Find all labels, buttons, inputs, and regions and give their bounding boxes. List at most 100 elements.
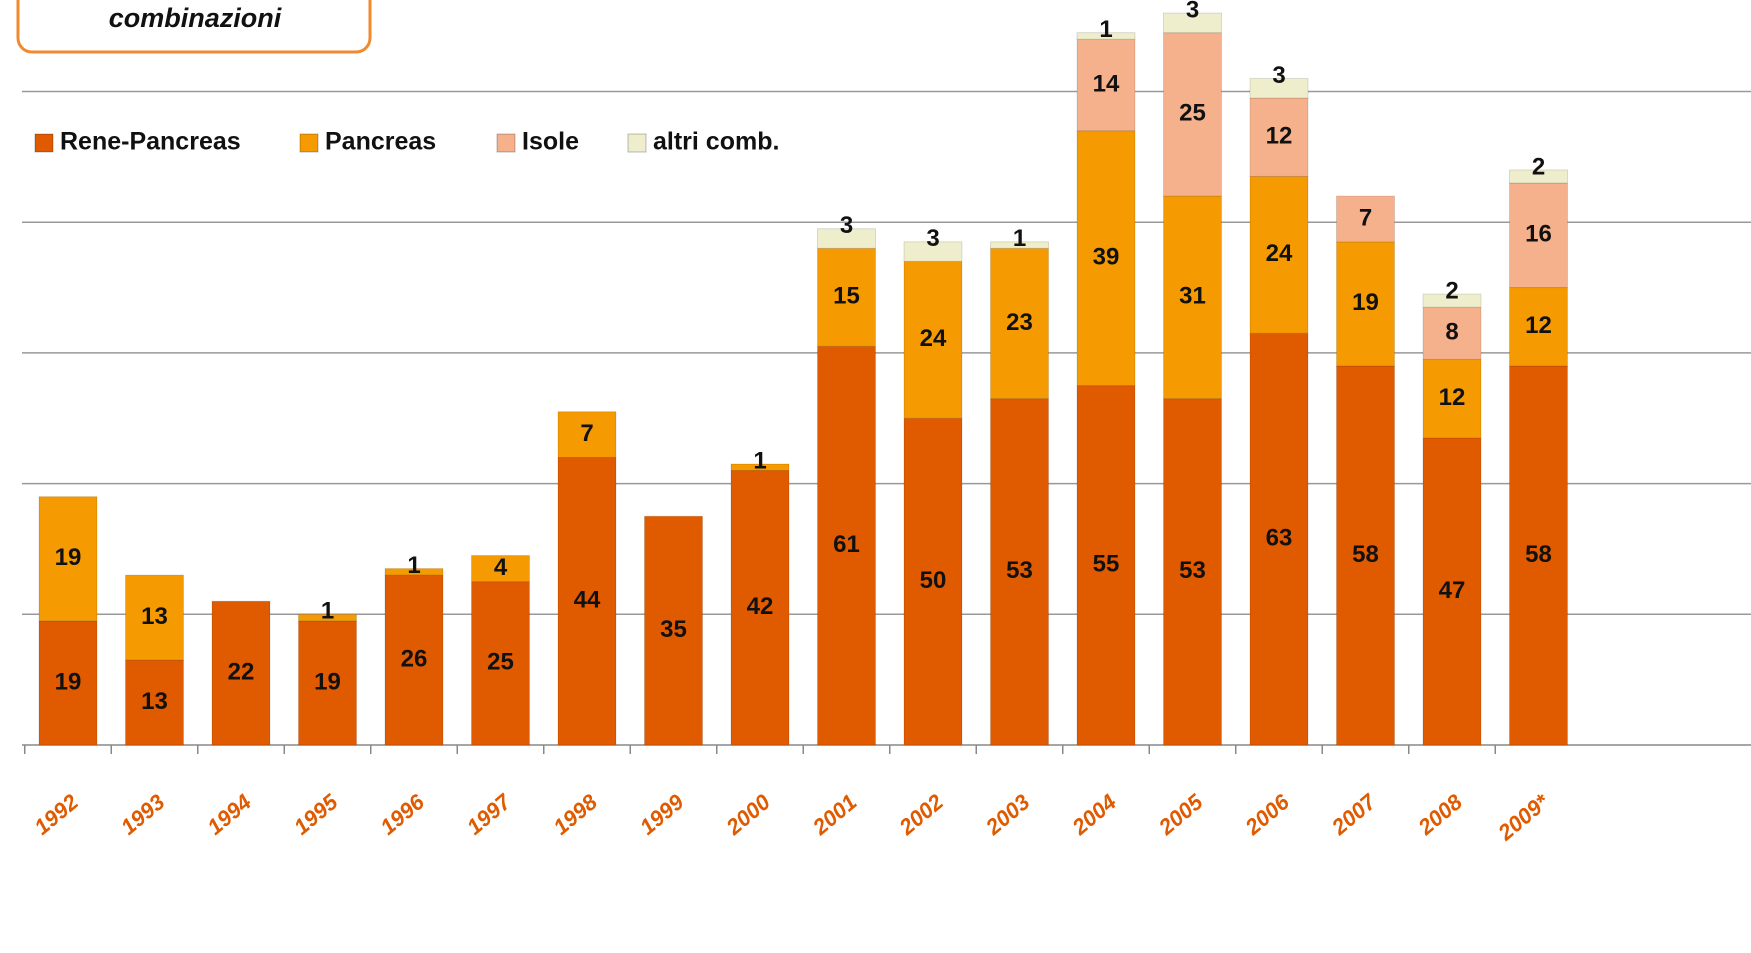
data-label: 25 bbox=[1179, 100, 1206, 127]
x-tick-label: 2004 bbox=[1067, 789, 1121, 840]
data-label: 58 bbox=[1352, 541, 1379, 568]
bar-segment bbox=[990, 247, 1049, 400]
data-label: 8 bbox=[1445, 319, 1458, 346]
bar-segment bbox=[211, 600, 271, 746]
x-tick-label: 2005 bbox=[1153, 789, 1208, 841]
x-tick-label: 2009* bbox=[1493, 788, 1555, 846]
x-tick-label: 2008 bbox=[1413, 789, 1468, 841]
legend-swatch bbox=[299, 133, 319, 153]
bar-segment bbox=[1336, 241, 1395, 367]
legend-label: Isole bbox=[522, 128, 579, 156]
bar-segment bbox=[557, 411, 617, 458]
bar-segment bbox=[1163, 195, 1222, 400]
bar-segment bbox=[1336, 365, 1395, 746]
data-label: 2 bbox=[1445, 277, 1458, 304]
data-label: 19 bbox=[55, 544, 82, 571]
bar-segment bbox=[1163, 398, 1222, 746]
bar-segment bbox=[903, 241, 963, 262]
data-label: 15 bbox=[833, 283, 860, 310]
data-label: 44 bbox=[574, 587, 601, 614]
bar-segment bbox=[817, 247, 876, 347]
bar-segment bbox=[384, 574, 444, 746]
data-label: 58 bbox=[1525, 541, 1552, 568]
bar-segment bbox=[298, 620, 357, 746]
x-tick-label: 2001 bbox=[807, 789, 861, 840]
data-label: 1 bbox=[1099, 16, 1112, 43]
bar-segment bbox=[817, 345, 876, 746]
bar-segment bbox=[1422, 293, 1482, 308]
x-tick-label: 1994 bbox=[202, 789, 256, 840]
data-label: 42 bbox=[747, 593, 774, 620]
data-label: 31 bbox=[1179, 283, 1206, 310]
data-label: 53 bbox=[1006, 557, 1033, 584]
bar-segment bbox=[817, 228, 876, 249]
data-label: 4 bbox=[494, 554, 508, 581]
bar-segment bbox=[990, 398, 1049, 746]
legend-swatch bbox=[627, 133, 647, 153]
data-label: 7 bbox=[580, 420, 593, 447]
bar-segment bbox=[1422, 306, 1482, 360]
legend-label: altri comb. bbox=[653, 128, 779, 156]
data-label: 47 bbox=[1439, 577, 1466, 604]
bar-segment bbox=[125, 659, 184, 746]
chart-title: combinazioni bbox=[109, 3, 282, 33]
bar-segment bbox=[1509, 287, 1568, 367]
bar-segment bbox=[471, 554, 530, 583]
data-label: 53 bbox=[1179, 557, 1206, 584]
data-label: 3 bbox=[926, 225, 939, 252]
bar-segment bbox=[1249, 175, 1309, 334]
x-tick-label: 2006 bbox=[1240, 789, 1295, 841]
bar-segment bbox=[903, 260, 963, 419]
title-box bbox=[16, 0, 372, 54]
bar-segment bbox=[730, 463, 790, 472]
x-tick-label: 1993 bbox=[116, 789, 170, 840]
x-tick-label: 1992 bbox=[29, 789, 83, 840]
bar-segment bbox=[1509, 365, 1568, 746]
data-label: 14 bbox=[1093, 70, 1120, 97]
data-label: 1 bbox=[753, 447, 766, 474]
data-label: 26 bbox=[401, 645, 428, 672]
data-label: 2 bbox=[1532, 153, 1545, 180]
data-label: 35 bbox=[660, 616, 687, 643]
x-tick-label: 1998 bbox=[548, 789, 602, 840]
data-label: 55 bbox=[1093, 551, 1120, 578]
data-label: 24 bbox=[920, 325, 947, 352]
x-tick-label: 2002 bbox=[894, 789, 949, 841]
bar-segment bbox=[384, 568, 444, 576]
data-label: 39 bbox=[1093, 243, 1120, 270]
legend-label: Pancreas bbox=[325, 128, 436, 156]
data-label: 3 bbox=[840, 212, 853, 239]
data-label: 13 bbox=[141, 603, 168, 630]
bar-segment bbox=[644, 515, 703, 746]
data-label: 24 bbox=[1266, 240, 1293, 267]
data-label: 50 bbox=[920, 567, 947, 594]
data-label: 19 bbox=[1352, 289, 1379, 316]
bar-segment bbox=[1249, 332, 1309, 746]
data-label: 25 bbox=[487, 649, 514, 676]
x-tick-label: 1996 bbox=[375, 789, 429, 840]
data-label: 12 bbox=[1439, 384, 1466, 411]
legend-swatch bbox=[496, 133, 516, 153]
bar-segment bbox=[1422, 437, 1482, 746]
data-label: 22 bbox=[228, 658, 255, 685]
bar-segment bbox=[903, 417, 963, 746]
bar-segment bbox=[471, 581, 530, 746]
bar-segment bbox=[1509, 182, 1568, 289]
bar-segment bbox=[1336, 195, 1395, 243]
data-label: 1 bbox=[1013, 225, 1026, 252]
bar-segment bbox=[1163, 12, 1222, 34]
x-tick-label: 2007 bbox=[1326, 788, 1382, 840]
x-tick-label: 1995 bbox=[289, 789, 343, 840]
data-label: 19 bbox=[55, 668, 82, 695]
x-tick-label: 1999 bbox=[635, 789, 689, 840]
x-tick-label: 2003 bbox=[980, 789, 1034, 840]
data-label: 63 bbox=[1266, 524, 1293, 551]
bar-segment bbox=[125, 574, 184, 661]
bar-segment bbox=[1509, 169, 1568, 184]
data-label: 19 bbox=[314, 668, 341, 695]
bar-segment bbox=[1076, 130, 1136, 387]
data-label: 1 bbox=[407, 552, 420, 579]
bar-segment bbox=[1076, 32, 1136, 40]
bar-segment bbox=[1422, 358, 1482, 439]
